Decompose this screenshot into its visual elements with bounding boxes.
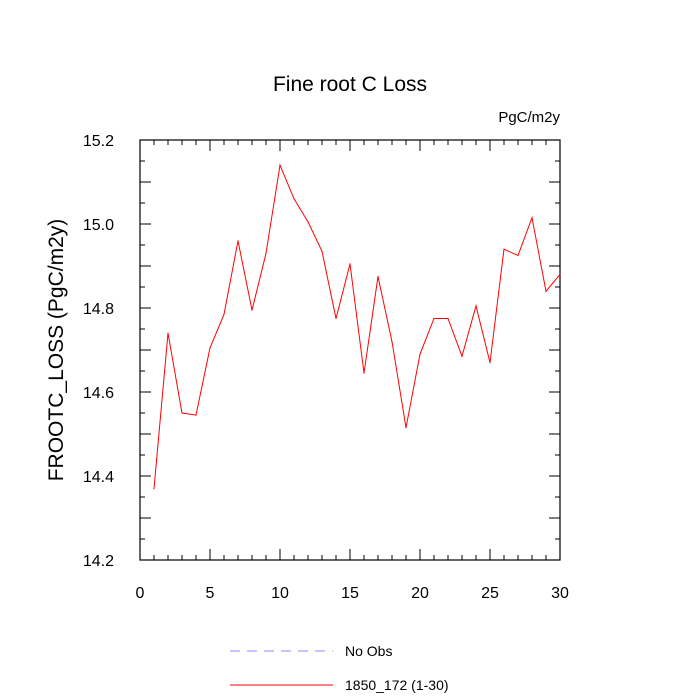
data-point [517, 254, 519, 257]
data-point [307, 221, 309, 223]
data-point [447, 317, 449, 320]
data-point [391, 341, 393, 343]
data-point [419, 353, 421, 355]
y-tick-label: 14.2 [83, 553, 114, 570]
x-tick-label: 25 [481, 585, 499, 602]
data-point [223, 313, 225, 315]
data-point [531, 217, 533, 219]
plot-frame [139, 139, 561, 561]
y-axis-label: FROOTC_LOSS (PgC/m2y) [45, 219, 68, 482]
data-point [503, 248, 505, 250]
y-tick-label: 15.0 [83, 217, 114, 234]
data-point [153, 488, 155, 490]
x-tick-label: 5 [206, 585, 215, 602]
data-point [251, 309, 253, 311]
data-point [209, 347, 211, 349]
series-line [153, 163, 561, 489]
data-point [321, 250, 323, 252]
data-point [167, 332, 169, 334]
data-point [489, 362, 491, 364]
data-point [559, 273, 561, 275]
x-tick-label: 30 [551, 585, 569, 602]
data-point [475, 305, 477, 307]
data-point [279, 164, 281, 166]
data-point [363, 372, 365, 374]
x-tick-label: 10 [271, 585, 289, 602]
legend-label: No Obs [345, 643, 392, 659]
x-tick-label: 15 [341, 585, 359, 602]
data-point [349, 263, 351, 265]
data-point [293, 198, 295, 200]
y-tick-label: 15.2 [83, 133, 114, 150]
data-point [181, 412, 183, 414]
data-point [545, 290, 547, 292]
legend: No Obs 1850_172 (1-30) [230, 643, 449, 693]
series-lines [153, 163, 561, 490]
x-tick-label: 0 [136, 585, 145, 602]
y-tick-label: 14.6 [83, 385, 114, 402]
legend-label: 1850_172 (1-30) [345, 677, 449, 693]
units-label: PgC/m2y [498, 109, 560, 126]
data-point [433, 317, 435, 320]
chart-title: Fine root C Loss [273, 73, 427, 96]
axis-ticks [139, 139, 561, 561]
data-point [405, 427, 407, 429]
data-point [237, 240, 239, 242]
data-point [377, 275, 379, 278]
x-tick-label: 20 [411, 585, 429, 602]
data-point [265, 252, 267, 254]
data-point [195, 414, 197, 416]
y-tick-labels: 14.2 14.4 14.6 14.8 15.0 15.2 [83, 133, 114, 570]
x-tick-labels: 0 5 10 15 20 25 30 [136, 585, 569, 602]
data-point [335, 317, 337, 320]
data-point [461, 355, 463, 357]
y-tick-label: 14.8 [83, 301, 114, 318]
y-tick-label: 14.4 [83, 469, 114, 486]
